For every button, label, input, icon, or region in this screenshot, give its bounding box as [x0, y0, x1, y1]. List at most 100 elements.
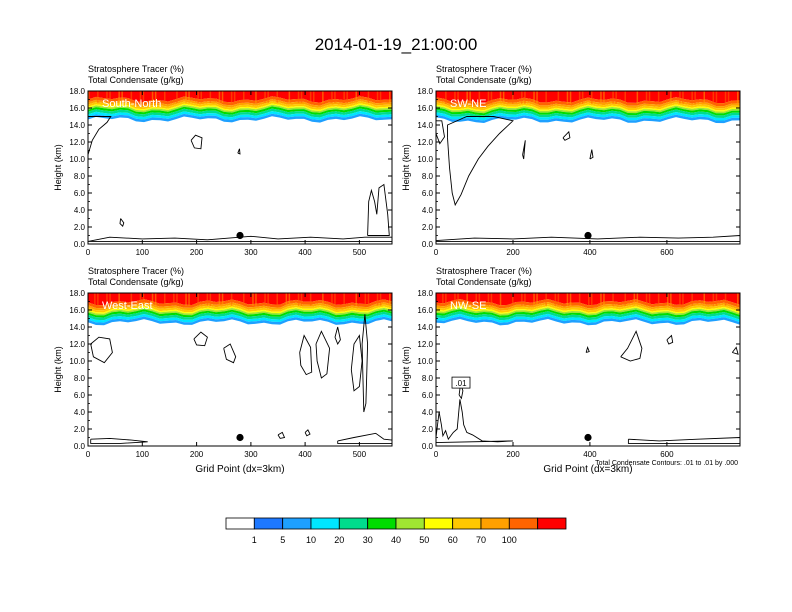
tracer-band [436, 299, 740, 309]
tracer-streak [703, 91, 705, 104]
tracer-streak [445, 91, 447, 104]
y-tick-label: 0.0 [422, 442, 434, 451]
contour-label: .01 [455, 379, 467, 388]
tracer-streak [313, 91, 315, 103]
condensate-contour [522, 140, 526, 160]
tracer-streak [109, 293, 111, 306]
tracer-streak [533, 293, 535, 306]
tracer-band [88, 299, 392, 309]
colorbar-label: 70 [476, 535, 486, 545]
tracer-streak [667, 293, 669, 306]
tracer-streak [521, 91, 523, 104]
condensate-contour [90, 437, 148, 444]
tracer-band [88, 316, 392, 326]
contour-footnote: Total Condensate Contours: .01 to .01 by… [595, 460, 738, 467]
tracer-streak [490, 91, 493, 104]
colorbar-swatch [480, 517, 510, 530]
tracer-streak [331, 293, 333, 306]
tracer-streak [164, 293, 166, 306]
tracer-band [88, 113, 392, 123]
colorbar-label: 10 [306, 535, 316, 545]
tracer-streak [554, 293, 557, 306]
plot-area [88, 91, 392, 244]
tracer-streak [389, 91, 391, 103]
tracer-streak [297, 293, 300, 306]
colorbar-swatch [338, 517, 368, 530]
x-tick-label: 200 [506, 248, 520, 257]
tracer-band [88, 314, 392, 323]
tracer-band [436, 313, 740, 323]
y-tick-label: 18.0 [69, 87, 85, 96]
tracer-band [88, 99, 392, 108]
colorbar-swatch [537, 517, 567, 530]
colorbar-label: 100 [502, 535, 517, 545]
panels: South-North 0.0 2.0 4.0 6.0 8.0 10.0 12.0 14.0 16… [53, 64, 741, 475]
condensate-contour [315, 330, 331, 379]
colorbar-label: 40 [391, 535, 401, 545]
tracer-streak [288, 293, 291, 306]
tracer-streak [557, 293, 560, 306]
tracer-streak [288, 91, 291, 103]
tracer-streak [230, 293, 233, 306]
tracer-streak [624, 91, 626, 104]
panel-label: South-North [102, 98, 161, 110]
tracer-streak [218, 91, 221, 103]
panel-title-line: Total Condensate (g/kg) [436, 277, 532, 287]
tracer-streak [457, 91, 459, 104]
tracer-streak [591, 91, 593, 104]
panel-title-line: Stratosphere Tracer (%) [436, 266, 532, 276]
tracer-band [88, 307, 392, 316]
colorbar-swatch [452, 517, 482, 530]
contour-label-box [451, 376, 471, 389]
tracer-streak [221, 91, 224, 103]
tracer-streak [715, 293, 718, 306]
tracer-streak [142, 293, 145, 306]
x-tick-label: 600 [660, 248, 674, 257]
colorbar-label: 30 [363, 535, 373, 545]
tracer-streak [645, 91, 648, 104]
tracer-streak [524, 293, 526, 306]
tracer-streak [445, 293, 447, 306]
location-marker [584, 433, 592, 442]
condensate-contour [304, 429, 311, 437]
tracer-streak [633, 293, 636, 306]
tracer-streak [612, 293, 614, 306]
tracer-streak [233, 91, 236, 103]
tracer-streak [264, 293, 266, 306]
tracer-band [88, 111, 392, 120]
tracer-streak [566, 293, 569, 306]
tracer-streak [267, 91, 269, 103]
y-tick-label: 14.0 [417, 323, 433, 332]
y-tick-label: 0.0 [74, 442, 86, 451]
tracer-band [88, 106, 392, 115]
colorbar-swatch [253, 517, 284, 530]
tracer-streak [97, 293, 99, 306]
tracer-streak [737, 91, 739, 104]
tracer-streak [536, 91, 538, 104]
tracer-band [88, 309, 392, 318]
tracer-streak [475, 293, 477, 306]
tracer-band [88, 104, 392, 113]
tracer-streak [724, 91, 727, 104]
tracer-streak [442, 293, 444, 306]
tracer-streak [130, 91, 133, 103]
y-tick-label: 0.0 [74, 240, 86, 249]
x-tick-label: 400 [583, 450, 597, 459]
y-axis-label: Height (km) [401, 144, 411, 191]
tracer-streak [139, 293, 142, 306]
tracer-band [436, 304, 740, 313]
y-tick-label: 12.0 [417, 138, 433, 147]
condensate-contour [562, 130, 571, 141]
x-tick-label: 400 [583, 248, 597, 257]
tracer-streak [379, 293, 382, 306]
tracer-streak [334, 293, 336, 306]
x-tick-label: 200 [506, 450, 520, 459]
condensate-contour [334, 326, 341, 345]
x-axis-label: Grid Point (dx=3km) [543, 464, 632, 475]
tracer-streak [252, 293, 254, 306]
tracer-band [436, 302, 740, 311]
tracer-band [436, 100, 740, 109]
condensate-contour [731, 346, 739, 355]
condensate-contour [299, 334, 313, 376]
tracer-streak [200, 91, 202, 103]
